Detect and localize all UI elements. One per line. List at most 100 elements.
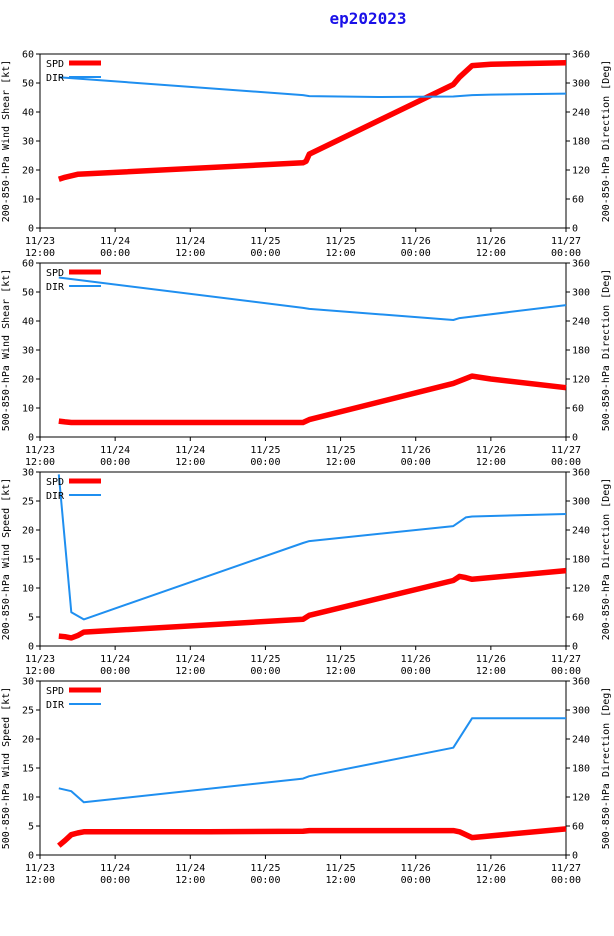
x-tick-label-time: 00:00 xyxy=(100,666,130,677)
y-tick-label: 15 xyxy=(22,764,34,775)
y-axis-label: 500-850-hPa Wind Shear [kt] xyxy=(1,269,12,432)
y2-tick-label: 240 xyxy=(572,317,590,328)
x-tick-label-time: 12:00 xyxy=(25,875,55,886)
x-tick-label: 11/25 xyxy=(250,863,280,874)
y-tick-label: 10 xyxy=(22,793,34,804)
y-tick-label: 30 xyxy=(22,677,34,688)
x-tick-label-time: 00:00 xyxy=(401,248,431,259)
x-tick-label: 11/23 xyxy=(25,863,55,874)
y2-tick-label: 300 xyxy=(572,497,590,508)
x-tick-label: 11/25 xyxy=(250,236,280,247)
y-tick-label: 20 xyxy=(22,166,34,177)
y-tick-label: 30 xyxy=(22,346,34,357)
x-tick-label-time: 00:00 xyxy=(100,457,130,468)
y-tick-label: 40 xyxy=(22,108,34,119)
y2-tick-label: 0 xyxy=(572,851,578,862)
x-tick-label-time: 12:00 xyxy=(326,457,356,468)
y2-tick-label: 180 xyxy=(572,764,590,775)
x-tick-label-time: 12:00 xyxy=(326,666,356,677)
y2-tick-label: 360 xyxy=(572,677,590,688)
x-tick-label-time: 00:00 xyxy=(250,666,280,677)
x-tick-label-time: 00:00 xyxy=(250,248,280,259)
x-tick-label: 11/24 xyxy=(175,236,205,247)
legend-dir-label: DIR xyxy=(46,700,65,711)
y2-tick-label: 300 xyxy=(572,79,590,90)
legend-dir-label: DIR xyxy=(46,282,65,293)
x-tick-label-time: 00:00 xyxy=(100,248,130,259)
x-tick-label: 11/27 xyxy=(551,445,581,456)
x-tick-label: 11/26 xyxy=(476,863,506,874)
plot-frame xyxy=(39,262,567,438)
y2-tick-label: 60 xyxy=(572,404,584,415)
spd-series-line xyxy=(58,567,567,641)
x-tick-label-time: 12:00 xyxy=(326,248,356,259)
y2-tick-label: 60 xyxy=(572,822,584,833)
x-tick-label: 11/26 xyxy=(476,654,506,665)
spd-series-line xyxy=(57,59,567,182)
y-tick-label: 20 xyxy=(22,735,34,746)
y-tick-label: 60 xyxy=(22,50,34,61)
x-tick-label: 11/26 xyxy=(401,445,431,456)
y2-tick-label: 120 xyxy=(572,584,590,595)
x-tick-label: 11/24 xyxy=(175,863,205,874)
x-tick-label-time: 00:00 xyxy=(551,248,581,259)
y2-tick-label: 0 xyxy=(572,642,578,653)
dir-series-line xyxy=(57,474,567,621)
y2-axis-label: 200-850-hPa Direction [Deg] xyxy=(601,478,612,641)
y-tick-label: 5 xyxy=(28,822,34,833)
x-tick-label: 11/23 xyxy=(25,236,55,247)
x-tick-label-time: 12:00 xyxy=(326,875,356,886)
dir-series-line xyxy=(58,276,567,321)
y-tick-label: 50 xyxy=(22,79,34,90)
dir-series-line xyxy=(58,76,567,98)
x-tick-label: 11/26 xyxy=(401,654,431,665)
x-tick-label: 11/24 xyxy=(175,654,205,665)
y2-tick-label: 0 xyxy=(572,433,578,444)
x-tick-label-time: 12:00 xyxy=(175,248,205,259)
y2-tick-label: 180 xyxy=(572,555,590,566)
x-tick-label-time: 00:00 xyxy=(100,875,130,886)
y-tick-label: 25 xyxy=(22,706,34,717)
x-tick-label-time: 12:00 xyxy=(476,457,506,468)
x-tick-label: 11/24 xyxy=(100,863,130,874)
legend-dir-label: DIR xyxy=(46,491,65,502)
y-axis-label: 200-850-hPa Wind Shear [kt] xyxy=(1,60,12,223)
x-tick-label: 11/26 xyxy=(476,236,506,247)
y-tick-label: 25 xyxy=(22,497,34,508)
y2-tick-label: 120 xyxy=(572,166,590,177)
x-tick-label-time: 12:00 xyxy=(476,248,506,259)
legend-spd-label: SPD xyxy=(46,477,64,488)
y-tick-label: 0 xyxy=(28,433,34,444)
x-tick-label-time: 12:00 xyxy=(25,248,55,259)
x-tick-label-time: 00:00 xyxy=(250,875,280,886)
x-tick-label: 11/23 xyxy=(25,445,55,456)
legend-dir-label: DIR xyxy=(46,73,65,84)
x-tick-label-time: 12:00 xyxy=(175,666,205,677)
y-tick-label: 60 xyxy=(22,259,34,270)
x-tick-label: 11/25 xyxy=(250,445,280,456)
y2-tick-label: 300 xyxy=(572,706,590,717)
y2-axis-label: 200-850-hPa Direction [Deg] xyxy=(601,60,612,223)
y-axis-label: 500-850-hPa Wind Speed [kt] xyxy=(1,687,12,850)
x-tick-label-time: 00:00 xyxy=(401,666,431,677)
x-tick-label: 11/24 xyxy=(100,236,130,247)
y-tick-label: 0 xyxy=(28,851,34,862)
x-tick-label: 11/24 xyxy=(175,445,205,456)
y-tick-label: 20 xyxy=(22,526,34,537)
y2-axis-label: 500-850-hPa Direction [Deg] xyxy=(601,269,612,432)
x-tick-label-time: 12:00 xyxy=(175,457,205,468)
y-tick-label: 20 xyxy=(22,375,34,386)
x-tick-label-time: 00:00 xyxy=(551,875,581,886)
x-tick-label: 11/25 xyxy=(326,236,356,247)
spd-series-line xyxy=(58,373,567,426)
x-tick-label: 11/27 xyxy=(551,236,581,247)
x-tick-label: 11/23 xyxy=(25,654,55,665)
y2-tick-label: 120 xyxy=(572,375,590,386)
y2-tick-label: 180 xyxy=(572,137,590,148)
spd-series-line xyxy=(57,826,567,848)
y-axis-label: 200-850-hPa Wind Speed [kt] xyxy=(1,478,12,641)
x-tick-label: 11/26 xyxy=(476,445,506,456)
y-tick-label: 50 xyxy=(22,288,34,299)
x-tick-label: 11/26 xyxy=(401,236,431,247)
